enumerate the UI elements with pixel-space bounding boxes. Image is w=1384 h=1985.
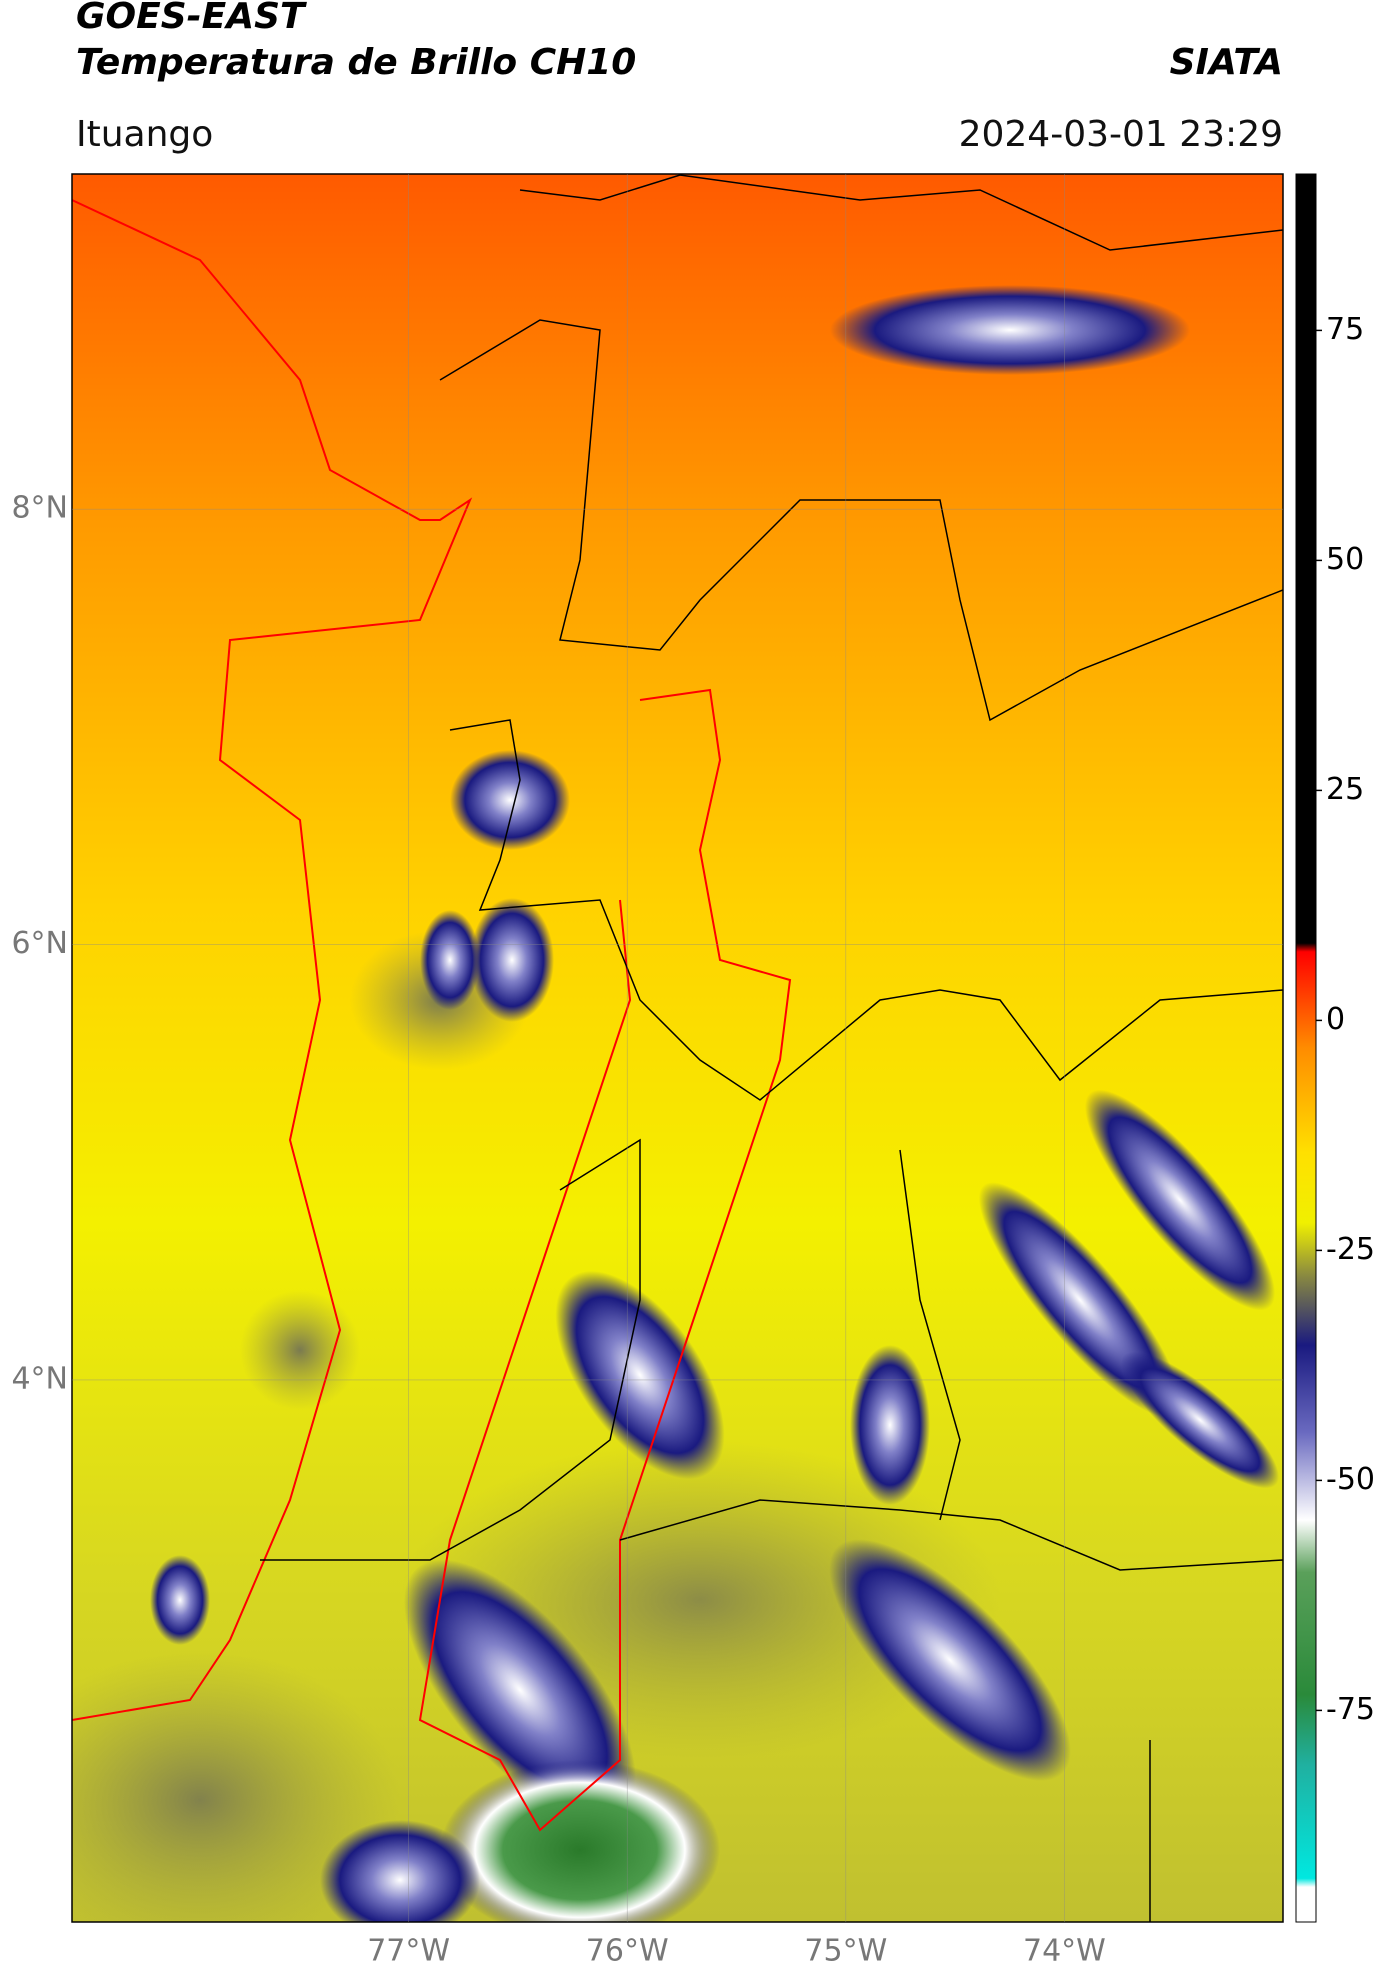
- colorbar-tick-label: -50: [1326, 1462, 1375, 1497]
- colorbar: [1295, 173, 1317, 1923]
- region: Ituango: [76, 114, 213, 155]
- title: Temperatura de Brillo CH10: [76, 42, 636, 83]
- colorbar-tick-label: -75: [1326, 1692, 1375, 1727]
- title: GOES-EAST: [76, 0, 307, 37]
- colorbar-tick-label: 50: [1326, 542, 1364, 577]
- map-imagery: [72, 174, 1283, 1922]
- x-tick-label: 76°W: [586, 1934, 669, 1969]
- x-tick-label: 75°W: [804, 1934, 887, 1969]
- y-tick-label: 4°N: [11, 1361, 68, 1396]
- source: SIATA: [1170, 42, 1283, 83]
- timestamp: 2024-03-01 23:29: [959, 114, 1283, 155]
- colorbar-tick-label: -25: [1326, 1232, 1375, 1267]
- colorbar-tick-label: 75: [1326, 312, 1364, 347]
- y-tick-label: 8°N: [11, 491, 68, 526]
- colorbar-tick-label: 25: [1326, 772, 1364, 807]
- x-tick-label: 77°W: [367, 1934, 450, 1969]
- colorbar-tick-label: 0: [1326, 1002, 1345, 1037]
- y-tick-label: 6°N: [11, 926, 68, 961]
- x-tick-label: 74°W: [1023, 1934, 1106, 1969]
- map-frame: [71, 173, 1284, 1923]
